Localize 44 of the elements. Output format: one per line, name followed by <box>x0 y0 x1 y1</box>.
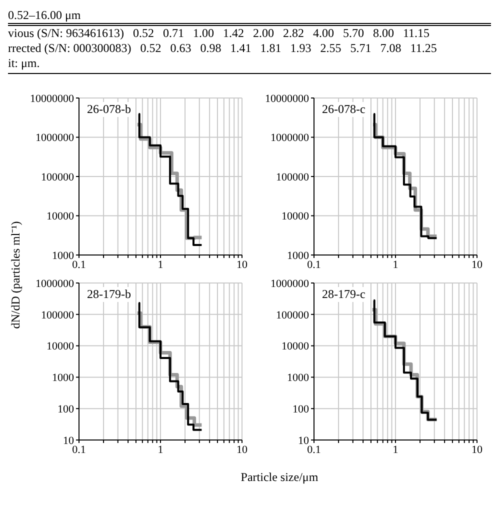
x-tick-label: 1 <box>158 258 164 271</box>
y-tick-label: 1000000 <box>270 278 310 290</box>
y-tick-label: 10 <box>63 434 74 447</box>
y-tick-label: 10000 <box>282 340 310 353</box>
y-tick-label: 1000000 <box>36 132 74 144</box>
y-tick-label: 1000 <box>52 372 74 384</box>
x-tick-label: 1 <box>392 444 398 456</box>
x-tick-label: 10 <box>472 444 483 456</box>
x-tick-label: 0.1 <box>307 258 321 271</box>
y-tick-label: 10000000 <box>30 92 74 105</box>
y-tick-label: 10000 <box>282 210 310 223</box>
text: it: μm. <box>8 56 41 71</box>
y-tick-label: 1000 <box>287 250 310 262</box>
y-tick-label: 1000000 <box>270 132 310 144</box>
x-tick-label: 1 <box>392 258 398 271</box>
x-tick-label: 10 <box>236 258 248 271</box>
y-tick-label: 10 <box>298 434 310 447</box>
chart-title: 28-179-c <box>320 287 368 302</box>
text: vious (S/N: 963461613) 0.52 0.71 1.00 1.42 2.00 2.82 4.00 5.70 8.00 11.15 <box>8 26 431 41</box>
y-tick-label: 100 <box>292 404 310 416</box>
y-tick-label: 1000000 <box>36 278 74 290</box>
text: 0.52–16.00 μm <box>8 8 491 26</box>
x-tick-label: 0.1 <box>72 444 86 456</box>
chart-title: 26-078-c <box>320 102 368 117</box>
y-tick-label: 100000 <box>276 309 310 322</box>
x-tick-label: 1 <box>158 444 164 456</box>
y-tick-label: 1000 <box>52 250 74 262</box>
y-tick-label: 10000 <box>46 210 74 223</box>
y-tick-label: 100000 <box>41 171 74 184</box>
y-tick-label: 10000000 <box>265 92 310 105</box>
y-axis-title: dN/dD (particles ml⁻¹) <box>8 221 24 329</box>
x-axis-title: Particle size/μm <box>240 470 320 485</box>
x-tick-label: 0.1 <box>72 258 86 271</box>
chart-title: 28-179-b <box>85 287 133 302</box>
y-tick-label: 100 <box>58 404 74 416</box>
y-tick-label: 1000 <box>287 372 310 384</box>
text: rrected (S/N: 000300083) 0.52 0.63 0.98 1.41 1.81 1.93 2.55 5.71 7.08 11.25 <box>8 41 438 56</box>
x-tick-label: 10 <box>472 258 483 271</box>
y-tick-label: 10000 <box>46 340 74 353</box>
y-tick-label: 100000 <box>276 171 310 184</box>
y-tick-label: 100000 <box>41 309 74 322</box>
chart-title: 26-078-b <box>85 102 133 117</box>
x-tick-label: 0.1 <box>307 444 321 456</box>
x-tick-label: 10 <box>236 444 248 456</box>
